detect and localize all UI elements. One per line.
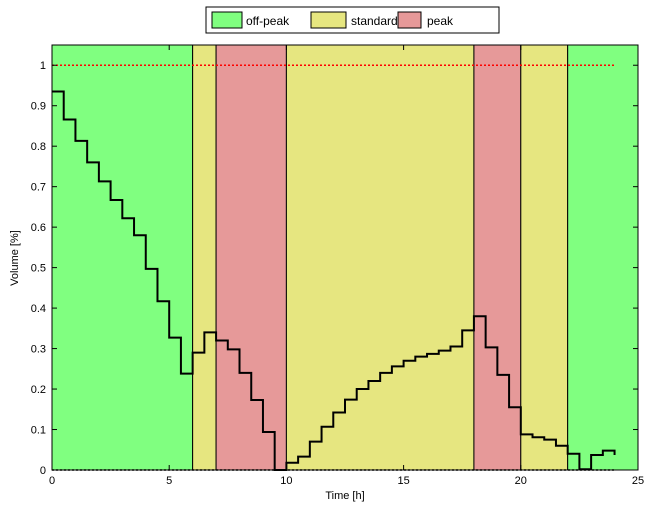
- x-tick-label: 0: [49, 475, 55, 487]
- volume-step-series-0: [52, 90, 616, 471]
- plot-frame: [51, 44, 639, 471]
- y-tick-label: 0.5: [31, 263, 46, 275]
- y-axis-label: Volume [%]: [9, 230, 21, 286]
- y-tick-label: 0.1: [31, 425, 46, 437]
- band-standard-5: [520, 44, 569, 471]
- x-tick-label: 20: [515, 475, 527, 487]
- x-axis-label: Time [h]: [325, 490, 364, 502]
- y-tick-label: 0.8: [31, 141, 46, 153]
- band-standard-1: [192, 44, 217, 471]
- y-tick-label: 0.2: [31, 384, 46, 396]
- x-tick-label: 10: [280, 475, 292, 487]
- legend-swatch-peak: [397, 11, 422, 29]
- plot-area: 0 5 10 15 20 25 0 0.1 0.2 0.3 0.4 0.5 0.6 0.7 0.8 0.9 1: [31, 44, 644, 487]
- legend-label-off-peak: off-peak: [246, 14, 290, 28]
- legend-label-peak: peak: [427, 14, 454, 28]
- y-tick-label: 0: [40, 465, 46, 477]
- y-tick-label: 0.4: [31, 303, 46, 315]
- legend-swatch-off-peak: [211, 11, 243, 29]
- band-peak-4: [473, 44, 522, 471]
- y-tick-label: 1: [40, 60, 46, 72]
- y-tick-label: 0.6: [31, 222, 46, 234]
- legend-label-standard: standard: [351, 14, 398, 28]
- band-standard-3: [285, 44, 475, 471]
- legend-box: [205, 6, 500, 34]
- legend-swatch-standard: [310, 11, 347, 29]
- legend: off-peak standard peak: [205, 6, 500, 34]
- y-tick-label: 0.7: [31, 182, 46, 194]
- x-tick-label: 5: [166, 475, 172, 487]
- band-off-peak-6: [567, 44, 639, 471]
- band-peak-2: [215, 44, 287, 471]
- x-tick-label: 25: [632, 475, 644, 487]
- y-tick-label: 0.9: [31, 101, 46, 113]
- x-tick-label: 15: [397, 475, 409, 487]
- y-tick-label: 0.3: [31, 344, 46, 356]
- band-off-peak-0: [51, 44, 194, 471]
